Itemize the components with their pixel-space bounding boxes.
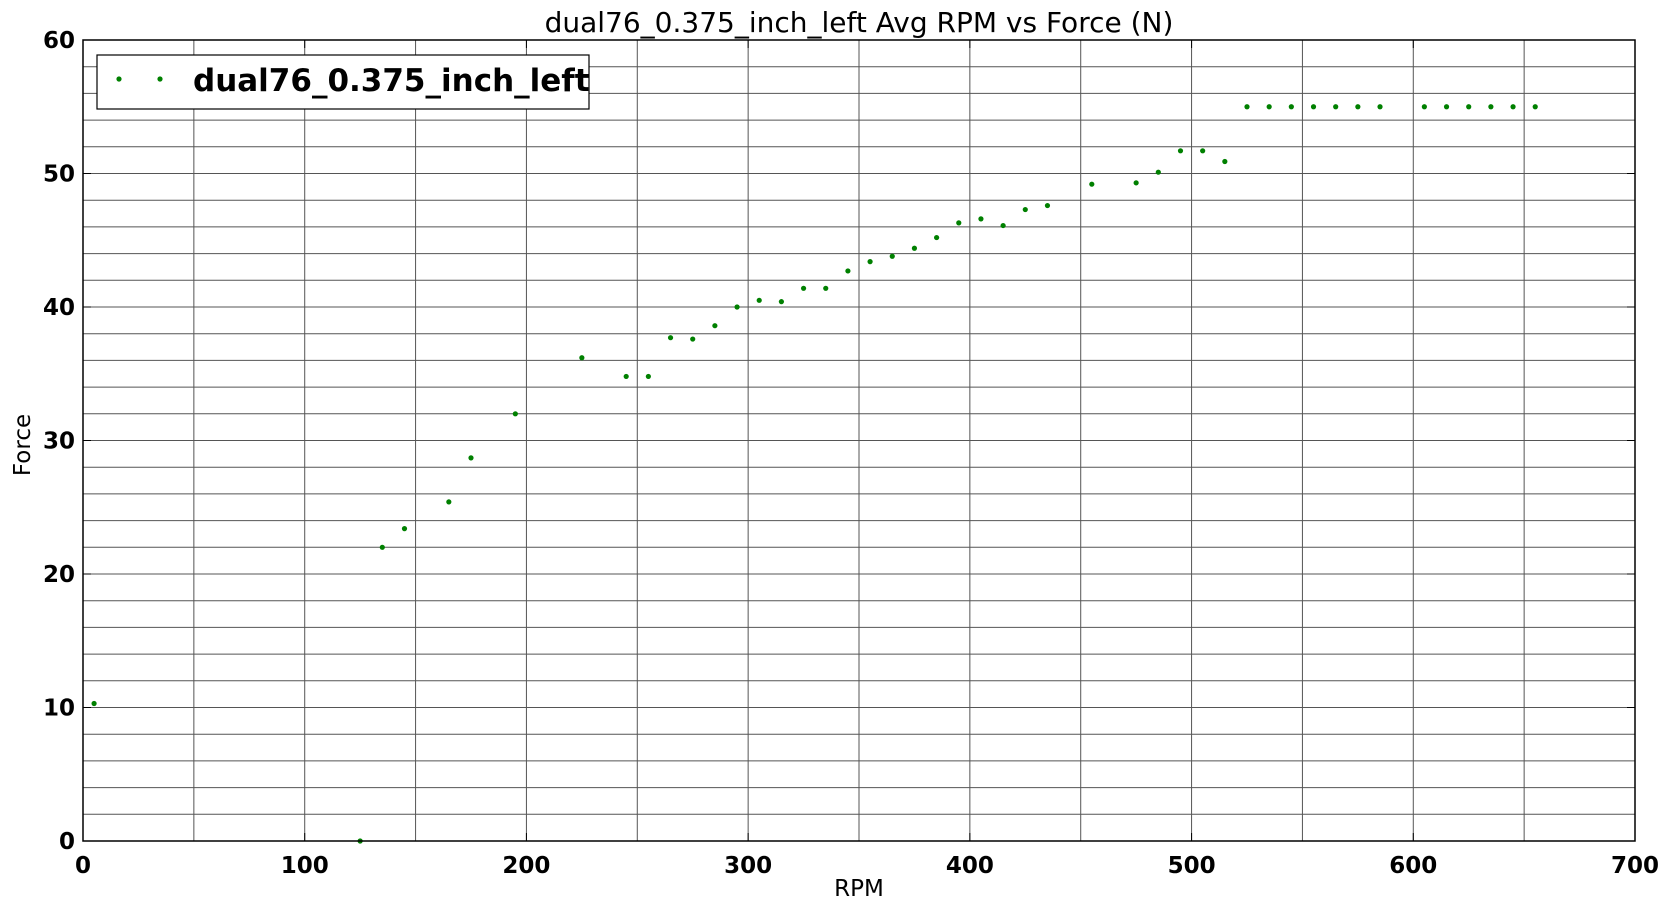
y-tick-label: 30 [43,429,75,455]
data-point [845,268,851,274]
data-point [446,499,452,505]
data-point [1288,104,1294,110]
data-point [1222,158,1228,165]
y-tick-label: 0 [59,829,75,855]
data-point [667,335,674,341]
x-tick-label: 0 [75,853,91,879]
data-point [1377,104,1383,110]
data-point [756,297,762,303]
data-point [1200,148,1206,154]
data-point [623,373,629,380]
data-point [934,234,940,241]
data-point [911,245,918,251]
ticks: 0 100 200 300 400 500 600 700 0 10 20 30 40 50 60 [43,28,1659,879]
y-axis-label: Force [10,414,36,476]
data-points [91,104,1538,844]
data-point [401,526,408,532]
x-tick-label: 300 [724,853,772,879]
data-point [1044,202,1051,209]
y-tick-label: 10 [43,696,75,722]
legend-marker [157,76,163,82]
data-point [1443,104,1450,110]
data-point [1089,181,1095,187]
data-point [379,544,385,550]
data-point [690,336,696,342]
data-point [1000,222,1006,229]
data-point [1355,104,1361,110]
data-point [1466,104,1472,110]
data-point [978,216,984,222]
data-point [823,285,829,291]
data-point [1333,104,1339,110]
x-tick-label: 700 [1611,853,1659,879]
data-point [734,304,740,310]
data-point [1155,169,1161,175]
grid [83,40,1635,841]
legend-box [96,54,590,110]
data-point [1244,104,1250,110]
data-point [778,299,785,305]
data-point [800,285,807,291]
x-tick-label: 500 [1168,853,1216,879]
x-axis-label: RPM [834,876,884,902]
data-point [1488,104,1494,110]
data-point [91,700,97,707]
data-point [1133,180,1139,186]
x-tick-label: 400 [946,853,994,879]
data-point [867,259,873,265]
y-tick-label: 50 [43,162,75,188]
y-tick-label: 60 [43,28,75,54]
legend-label: dual76_0.375_inch_left [193,63,590,99]
data-point [956,220,962,226]
x-tick-label: 600 [1389,853,1437,879]
y-tick-label: 40 [43,295,75,321]
data-point [1510,104,1516,110]
data-point [512,411,518,417]
x-tick-label: 100 [281,853,329,879]
data-point [1421,104,1427,110]
data-point [645,373,651,380]
x-tick-label: 200 [502,853,550,879]
data-point [712,323,718,329]
data-point [1532,104,1538,110]
data-point [889,253,895,259]
legend-marker [116,76,122,82]
data-point [1177,148,1184,154]
y-tick-label: 20 [43,562,75,588]
data-point [579,355,585,361]
legend: dual76_0.375_inch_left [96,54,590,110]
chart-title: dual76_0.375_inch_left Avg RPM vs Force … [545,6,1174,39]
data-point [1310,104,1317,110]
plot-frame [82,39,1636,842]
data-point [468,455,474,461]
data-point [1266,104,1272,110]
data-point [1022,206,1028,213]
